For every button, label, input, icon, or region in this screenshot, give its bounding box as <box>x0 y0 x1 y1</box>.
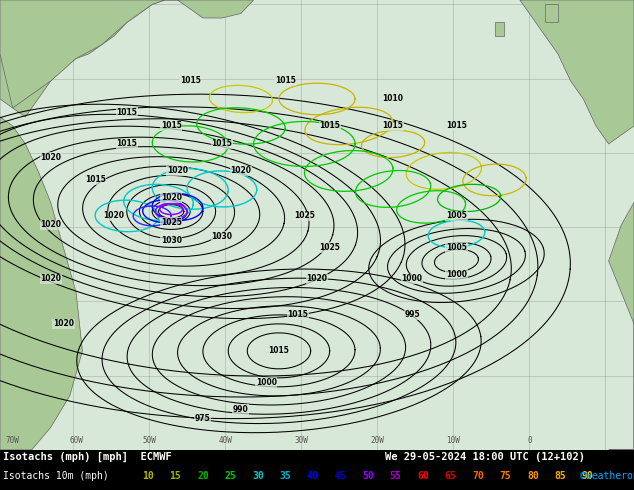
Polygon shape <box>0 0 165 117</box>
Text: 1015: 1015 <box>446 122 467 130</box>
Text: 15: 15 <box>169 471 181 481</box>
Polygon shape <box>520 0 634 144</box>
Polygon shape <box>0 117 82 450</box>
Text: Isotachs (mph) [mph]  ECMWF: Isotachs (mph) [mph] ECMWF <box>3 452 172 462</box>
Text: 975: 975 <box>195 414 210 423</box>
Text: 1015: 1015 <box>117 140 137 148</box>
Text: 50W: 50W <box>142 436 156 445</box>
Text: 60: 60 <box>417 471 429 481</box>
Text: 1005: 1005 <box>446 211 467 220</box>
Text: 1025: 1025 <box>320 243 340 252</box>
Text: 990: 990 <box>233 405 249 414</box>
Text: 1015: 1015 <box>212 140 232 148</box>
Text: 1020: 1020 <box>40 220 61 229</box>
Text: 1025: 1025 <box>161 218 181 227</box>
Text: 75: 75 <box>500 471 511 481</box>
Text: 80: 80 <box>527 471 539 481</box>
Polygon shape <box>545 4 558 23</box>
Text: 40: 40 <box>307 471 319 481</box>
Text: 1015: 1015 <box>383 122 403 130</box>
Text: 1020: 1020 <box>103 211 125 220</box>
Text: 1015: 1015 <box>85 175 105 184</box>
Text: 1000: 1000 <box>446 270 467 279</box>
Text: 1020: 1020 <box>230 167 252 175</box>
Text: 1030: 1030 <box>160 236 182 245</box>
Text: 995: 995 <box>404 310 420 319</box>
Text: 1020: 1020 <box>167 167 188 175</box>
Text: 30W: 30W <box>294 436 308 445</box>
Text: 1030: 1030 <box>211 232 233 241</box>
Text: 65: 65 <box>444 471 456 481</box>
Text: 1005: 1005 <box>446 243 467 252</box>
Text: 1015: 1015 <box>269 346 289 355</box>
Text: 1010: 1010 <box>382 95 404 103</box>
Text: ©weatheronline.co.uk: ©weatheronline.co.uk <box>580 471 634 481</box>
Polygon shape <box>495 23 504 36</box>
Text: 10: 10 <box>142 471 154 481</box>
Text: 50: 50 <box>362 471 374 481</box>
Text: Isotachs 10m (mph): Isotachs 10m (mph) <box>3 471 109 481</box>
Polygon shape <box>609 202 634 450</box>
Text: 1000: 1000 <box>256 378 277 387</box>
Text: 1015: 1015 <box>275 76 295 85</box>
Text: 1020: 1020 <box>160 194 182 202</box>
Text: 30: 30 <box>252 471 264 481</box>
Text: 20W: 20W <box>370 436 384 445</box>
Text: 1015: 1015 <box>117 108 137 117</box>
Text: 1015: 1015 <box>288 310 308 319</box>
Text: 70: 70 <box>472 471 484 481</box>
Text: 60W: 60W <box>69 436 83 445</box>
Polygon shape <box>0 0 254 108</box>
Text: 55: 55 <box>389 471 401 481</box>
Text: 35: 35 <box>280 471 291 481</box>
Text: 1000: 1000 <box>401 274 423 283</box>
Text: 1015: 1015 <box>180 76 200 85</box>
Text: 90: 90 <box>582 471 594 481</box>
Text: 40W: 40W <box>218 436 232 445</box>
Text: 45: 45 <box>335 471 346 481</box>
Text: 1015: 1015 <box>161 122 181 130</box>
Text: 70W: 70W <box>6 436 20 445</box>
Text: 0: 0 <box>527 436 532 445</box>
Text: 85: 85 <box>555 471 566 481</box>
Text: 1025: 1025 <box>294 211 314 220</box>
Text: 25: 25 <box>224 471 236 481</box>
Text: 1020: 1020 <box>40 274 61 283</box>
Text: 1020: 1020 <box>306 274 328 283</box>
Text: 20: 20 <box>197 471 209 481</box>
Text: 10W: 10W <box>446 436 460 445</box>
Text: 1020: 1020 <box>53 319 74 328</box>
Text: We 29-05-2024 18:00 UTC (12+102): We 29-05-2024 18:00 UTC (12+102) <box>385 452 585 462</box>
Text: 1015: 1015 <box>320 122 340 130</box>
Text: 1020: 1020 <box>40 153 61 162</box>
